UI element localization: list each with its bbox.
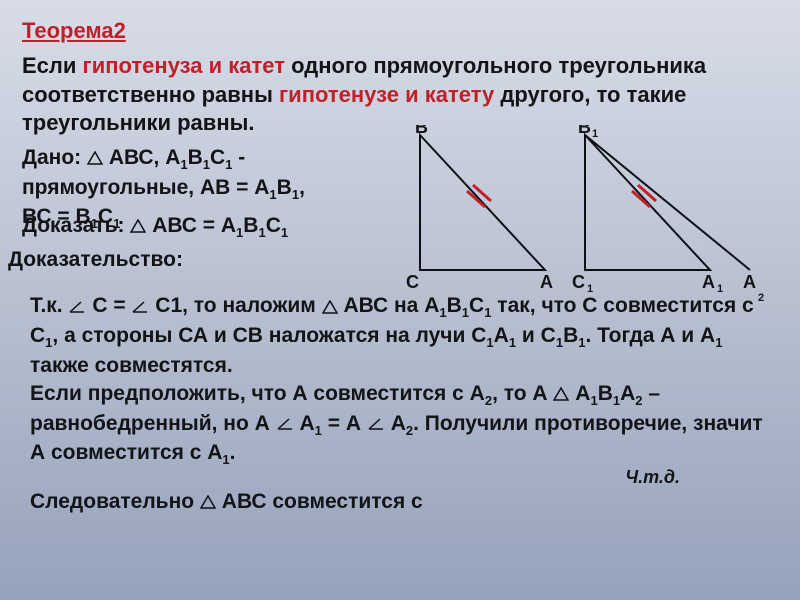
label-C1: С <box>572 272 585 292</box>
label-B: В <box>415 125 428 137</box>
label-C: С <box>406 272 419 292</box>
g1b: В <box>188 146 203 169</box>
triangle-icon <box>200 495 216 509</box>
label-A1: А <box>702 272 715 292</box>
g2b: В <box>277 176 292 199</box>
triangle-icon <box>130 219 146 233</box>
triangle-icon <box>87 151 103 165</box>
svg-text:1: 1 <box>717 283 723 295</box>
angle-icon <box>367 417 385 431</box>
svg-text:1: 1 <box>587 283 593 295</box>
stmt-1: Если <box>22 53 83 78</box>
stmt-4: гипотенузе и катету <box>279 82 494 107</box>
triangle-icon <box>322 300 338 314</box>
pr1: АВС = А <box>152 214 236 237</box>
angle-icon <box>131 300 149 314</box>
svg-text:1: 1 <box>592 128 598 140</box>
g1d: - <box>232 146 245 169</box>
triangle-icon <box>553 387 569 401</box>
g2c: , <box>299 176 305 199</box>
g1c: С <box>210 146 225 169</box>
prove-label: Доказать: <box>22 214 125 237</box>
stmt-2: гипотенуза и катет <box>83 53 285 78</box>
angle-icon <box>276 417 294 431</box>
pr3: С <box>266 214 281 237</box>
label-A2: А <box>743 272 756 292</box>
given-label: Дано: <box>22 146 81 169</box>
angle-icon <box>68 300 86 314</box>
pr2: В <box>243 214 258 237</box>
label-B1: В <box>578 125 591 137</box>
heading-text: Теорема2 <box>22 18 126 43</box>
theorem-heading: Теорема2 <box>22 18 778 44</box>
proof-body: Т.к. С = С1, то наложим АВС на А1В1С1 та… <box>22 292 778 516</box>
g2: прямоугольные, АВ = А <box>22 176 269 199</box>
svg-text:2: 2 <box>758 292 764 304</box>
label-A: А <box>540 272 553 292</box>
g1a: АВС, А <box>103 146 180 169</box>
triangles-diagram: В С А В1 С1 А1 А2 <box>390 125 770 305</box>
